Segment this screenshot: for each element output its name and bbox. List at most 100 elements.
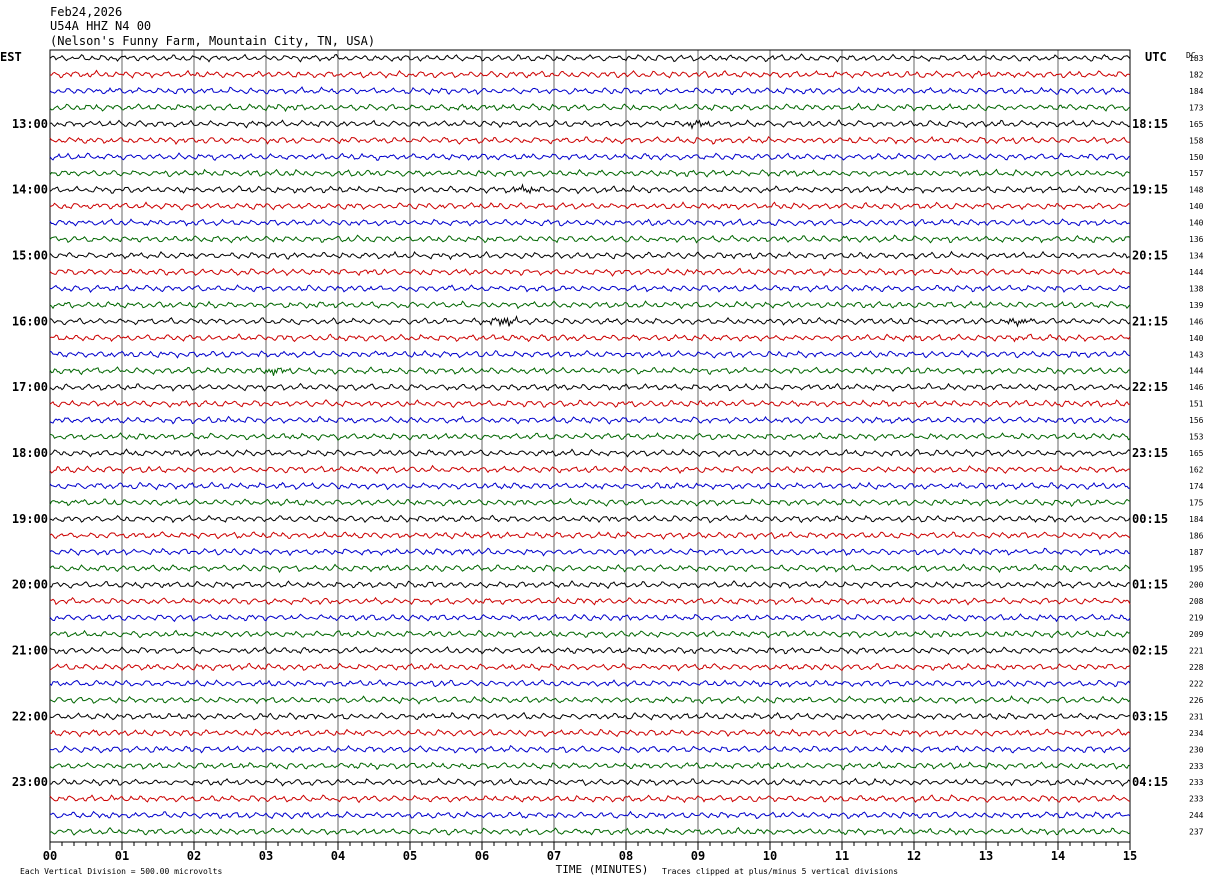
seismic-trace: [49, 679, 1131, 688]
dc-offset-label: 175: [1189, 498, 1204, 507]
dc-offset-label: 146: [1189, 383, 1204, 392]
seismic-trace: [49, 514, 1131, 524]
dc-offset-label: 208: [1189, 597, 1204, 606]
seismic-trace: [49, 300, 1131, 310]
seismic-trace: [49, 86, 1131, 96]
right-timezone-label: UTC: [1145, 50, 1167, 64]
x-tick-label: 13: [979, 849, 993, 863]
left-hour-label: 15:00: [12, 249, 48, 263]
x-tick-label: 01: [115, 849, 129, 863]
seismic-trace: [49, 777, 1131, 787]
seismic-trace: [49, 152, 1131, 162]
right-hour-label: 00:15: [1132, 512, 1168, 526]
seismic-trace: [49, 119, 1131, 130]
dc-offset-label: 165: [1189, 120, 1204, 129]
plot-date: Feb24,2026: [50, 5, 123, 19]
dc-offset-label: 237: [1189, 828, 1204, 837]
dc-offset-label: 228: [1189, 663, 1204, 672]
left-hour-label: 13:00: [12, 117, 48, 131]
seismic-trace: [49, 432, 1131, 442]
seismic-trace: [49, 810, 1131, 820]
x-tick-label: 14: [1051, 849, 1065, 863]
dc-header-label: DC: [1186, 51, 1196, 60]
dc-offset-label: 186: [1189, 531, 1204, 540]
dc-offset-label: 184: [1189, 515, 1204, 524]
dc-offset-label: 157: [1189, 169, 1204, 178]
dc-offset-label: 222: [1189, 679, 1204, 688]
seismic-trace: [49, 349, 1131, 359]
seismic-trace: [49, 711, 1131, 721]
dc-offset-label: 233: [1189, 778, 1204, 787]
dc-offset-label: 151: [1189, 400, 1204, 409]
seismic-trace: [49, 728, 1131, 738]
plot-location: (Nelson's Funny Farm, Mountain City, TN,…: [50, 34, 376, 48]
dc-offset-label: 184: [1189, 87, 1204, 96]
seismic-trace: [49, 761, 1131, 771]
seismic-trace: [49, 333, 1131, 343]
seismic-trace: [49, 596, 1131, 606]
seismic-trace: [49, 794, 1131, 804]
seismic-trace: [49, 267, 1131, 277]
plot-channel: U54A HHZ N4 00: [50, 19, 152, 33]
left-hour-label: 18:00: [12, 446, 48, 460]
dc-offset-label: 200: [1189, 581, 1204, 590]
x-tick-label: 00: [43, 849, 57, 863]
seismic-trace: [49, 497, 1131, 508]
dc-offset-label: 148: [1189, 186, 1204, 195]
dc-offset-label: 195: [1189, 564, 1204, 573]
right-hour-label: 02:15: [1132, 644, 1168, 658]
seismic-trace: [49, 102, 1131, 113]
dc-offset-label: 158: [1189, 136, 1204, 145]
x-tick-label: 04: [331, 849, 345, 863]
dc-offset-label: 173: [1189, 103, 1204, 112]
dc-offset-label: 153: [1189, 433, 1204, 442]
dc-offset-label: 138: [1189, 284, 1204, 293]
left-hour-label: 16:00: [12, 314, 48, 328]
clip-note: Traces clipped at plus/minus 5 vertical …: [662, 867, 898, 876]
left-timezone-label: EST: [0, 50, 22, 64]
seismic-trace: [49, 415, 1131, 425]
seismic-trace: [49, 69, 1131, 79]
x-tick-label: 02: [187, 849, 201, 863]
left-hour-label: 14:00: [12, 183, 48, 197]
left-hour-label: 17:00: [12, 380, 48, 394]
x-axis-label: TIME (MINUTES): [556, 863, 649, 876]
dc-offset-label: 209: [1189, 630, 1204, 639]
right-hour-label: 21:15: [1132, 314, 1168, 328]
dc-offset-label: 231: [1189, 712, 1204, 721]
dc-offset-label: 146: [1189, 317, 1204, 326]
dc-offset-label: 244: [1189, 811, 1204, 820]
right-hour-label: 23:15: [1132, 446, 1168, 460]
seismic-trace: [49, 826, 1131, 836]
seismic-trace: [49, 250, 1131, 261]
seismic-trace: [50, 744, 1131, 754]
dc-offset-label: 183: [1189, 54, 1204, 63]
dc-offset-label: 140: [1189, 202, 1204, 211]
x-tick-label: 10: [763, 849, 777, 863]
dc-offset-label: 219: [1189, 614, 1204, 623]
seismic-trace: [49, 646, 1131, 655]
x-tick-label: 11: [835, 849, 849, 863]
seismic-trace: [49, 135, 1131, 145]
x-tick-label: 03: [259, 849, 273, 863]
x-tick-label: 12: [907, 849, 921, 863]
seismic-trace: [49, 448, 1131, 458]
left-hour-label: 19:00: [12, 512, 48, 526]
scale-note: Each Vertical Division = 500.00 microvol…: [20, 867, 222, 876]
right-hour-label: 03:15: [1132, 709, 1168, 723]
left-hour-label: 20:00: [12, 578, 48, 592]
seismic-trace: [49, 314, 1131, 328]
dc-offset-label: 162: [1189, 466, 1204, 475]
dc-offset-label: 140: [1189, 219, 1204, 228]
dc-offset-label: 134: [1189, 252, 1204, 261]
dc-offset-label: 230: [1189, 745, 1204, 754]
dc-offset-label: 233: [1189, 762, 1204, 771]
seismic-trace: [49, 563, 1131, 574]
left-hour-label: 22:00: [12, 709, 48, 723]
dc-offset-label: 234: [1189, 729, 1204, 738]
right-hour-label: 01:15: [1132, 578, 1168, 592]
seismic-trace: [49, 662, 1131, 672]
seismic-trace: [49, 53, 1131, 63]
dc-offset-label: 143: [1189, 350, 1204, 359]
